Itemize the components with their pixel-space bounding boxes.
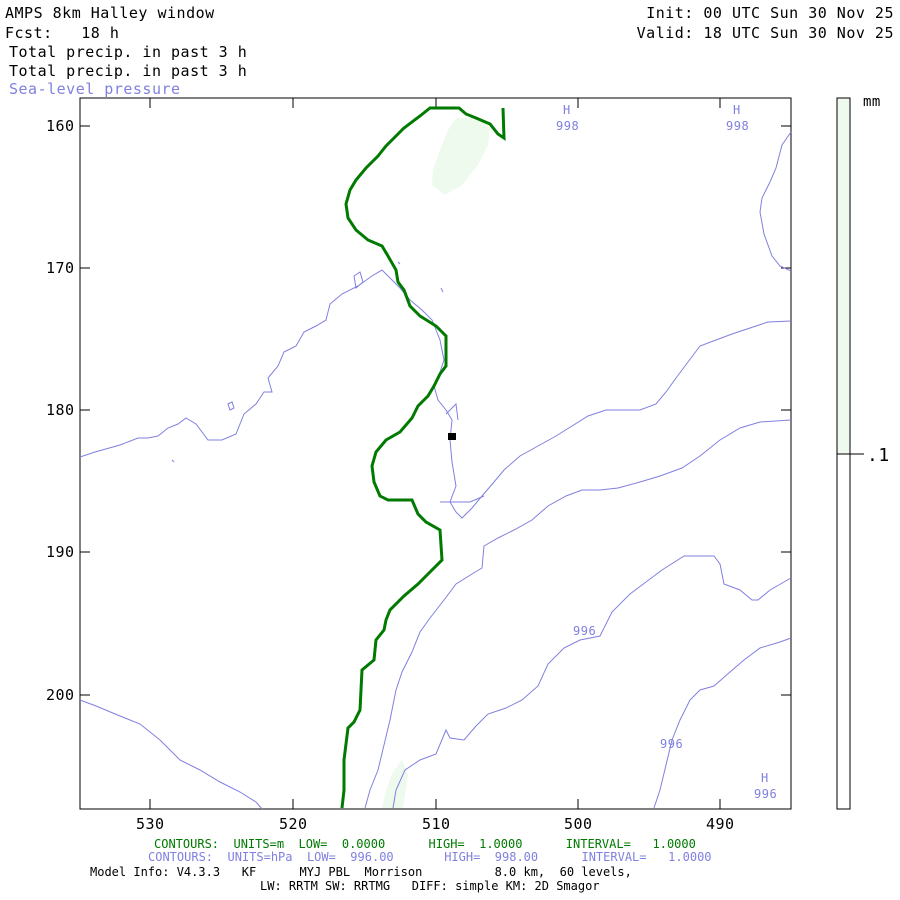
y-tick-label: 170: [46, 259, 75, 277]
pressure-contour-blob2: [227, 401, 235, 411]
pressure-contour-island: [445, 402, 459, 421]
x-tick-label: 510: [422, 815, 451, 833]
model-info: Model Info: V4.3.3 KF MYJ PBL Morrison 8…: [90, 865, 632, 879]
forecast-hour: Fcst: 18 h: [5, 24, 120, 42]
contour-label: 996: [573, 624, 597, 638]
high-marker-value: 996: [754, 787, 778, 801]
x-tick-marks: [149, 98, 721, 809]
high-marker: H: [761, 771, 769, 785]
high-marker-value: 998: [726, 119, 750, 133]
field-label-2: Total precip. in past 3 h: [9, 62, 248, 80]
physics-info: LW: RRTM SW: RRTMG DIFF: simple KM: 2D S…: [260, 879, 600, 893]
x-tick-label: 490: [706, 815, 735, 833]
x-tick-label: 520: [279, 815, 308, 833]
pressure-contour-996-lower: [392, 555, 792, 809]
pressure-contour-dot3: [171, 459, 175, 463]
y-tick-label: 200: [46, 686, 75, 704]
high-marker: H: [733, 103, 741, 117]
pressure-contour-ne: [759, 131, 792, 272]
station-marker: [448, 433, 456, 440]
high-value: 998: [556, 119, 580, 133]
y-tick-marks: [80, 125, 791, 696]
precip-area-south: [382, 760, 408, 808]
pressure-contour-blob1: [353, 271, 364, 289]
y-tick-label: 160: [46, 117, 75, 135]
pressure-contour-inner: [440, 495, 485, 503]
x-tick-label: 530: [136, 815, 165, 833]
y-tick-label: 180: [46, 401, 75, 419]
init-time: Init: 00 UTC Sun 30 Nov 25: [646, 4, 894, 22]
pressure-contour-dot1: [440, 287, 444, 293]
pressure-contour-info: CONTOURS: UNITS=hPa LOW= 996.00 HIGH= 99…: [148, 850, 712, 864]
high-marker: H: [563, 103, 571, 117]
field-label-3: Sea-level pressure: [9, 80, 181, 98]
pressure-contour-dot2: [397, 261, 401, 265]
x-tick-label: 500: [564, 815, 593, 833]
valid-time: Valid: 18 UTC Sun 30 Nov 25: [636, 24, 894, 42]
colorbar-label: .1: [867, 445, 890, 466]
pressure-contour-996-se: [653, 637, 792, 809]
pressure-contour-coast: [79, 269, 792, 519]
plot-frame: [79, 97, 792, 810]
pressure-contours: [79, 131, 792, 810]
contour-label: 996: [660, 737, 684, 751]
terrain-contour-info: CONTOURS: UNITS=m LOW= 0.0000 HIGH= 1.00…: [154, 837, 696, 851]
pressure-contour-996-upper: [364, 419, 792, 809]
field-label-1: Total precip. in past 3 h: [9, 43, 248, 61]
terrain-contour: [340, 106, 506, 809]
precip-area: [432, 118, 490, 195]
y-tick-label: 190: [46, 543, 75, 561]
map-title: AMPS 8km Halley window: [5, 4, 215, 22]
pressure-contour-sw: [79, 699, 263, 810]
colorbar-fill: [837, 98, 850, 454]
colorbar-unit: mm: [863, 94, 881, 110]
